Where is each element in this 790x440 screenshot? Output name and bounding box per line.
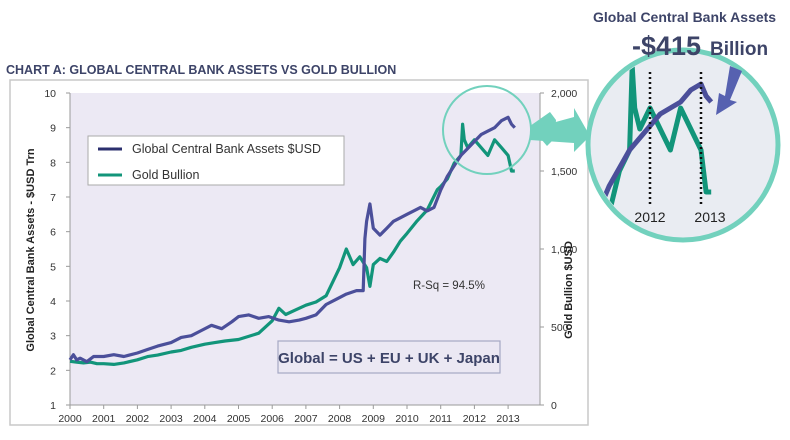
formula-box: Global = US + EU + UK + Japan (277, 340, 501, 374)
callout-amount: -$415 (632, 31, 701, 61)
x-tick-label: 2008 (328, 413, 352, 425)
x-tick-label: 2009 (362, 413, 386, 425)
y-tick-label: 4 (50, 296, 56, 308)
x-tick-label: 2006 (261, 413, 285, 425)
y-tick-label: 3 (50, 331, 56, 343)
y2-axis-label: Gold Bullion $USD (563, 241, 575, 339)
zoom-callout: 2012 2013 (585, 47, 781, 243)
y2-tick-label: 500 (551, 322, 569, 334)
y-tick-label: 10 (44, 88, 56, 100)
x-tick-label: 2012 (463, 413, 487, 425)
zoom-series-layer (591, 63, 714, 237)
x-tick-label: 2002 (126, 413, 150, 425)
formula-text: Global = US + EU + UK + Japan (278, 350, 500, 367)
y2-tick-label: 1,000 (551, 244, 577, 256)
x-tick-label: 2004 (193, 413, 217, 425)
legend-label-gold: Gold Bullion (132, 168, 199, 182)
zoom-line-assets (591, 81, 714, 237)
y2-tick-label: 2,000 (551, 88, 577, 100)
axes: 1 2 3 4 5 6 7 8 9 10 0 500 1,000 1,500 2,000 2000 2001 20… (44, 88, 577, 425)
y-tick-label: 6 (50, 227, 56, 239)
zoom-tick-2012: 2012 (634, 209, 665, 225)
y-tick-label: 2 (50, 365, 56, 377)
y-tick-label: 7 (50, 192, 56, 204)
x-tick-label: 2005 (227, 413, 251, 425)
x-tick-label: 2000 (58, 413, 82, 425)
x-tick-label: 2007 (294, 413, 318, 425)
y-tick-label: 9 (50, 123, 56, 135)
y-tick-label: 8 (50, 157, 56, 169)
callout-unit: Billion (710, 39, 768, 60)
series-line-gold (69, 122, 515, 366)
zoom-tick-2013: 2013 (694, 209, 725, 225)
y2-tick-label: 1,500 (551, 166, 577, 178)
r-squared-annotation: R-Sq = 94.5% (413, 280, 485, 292)
y-axis-label: Global Central Bank Assets - $USD Trn (25, 148, 37, 351)
x-tick-label: 2013 (496, 413, 520, 425)
legend: Global Central Bank Assets $USD Gold Bul… (87, 135, 345, 186)
x-tick-label: 2010 (395, 413, 419, 425)
connector-arrow-icon (530, 108, 590, 152)
legend-label-assets: Global Central Bank Assets $USD (132, 142, 321, 156)
x-tick-label: 2011 (429, 413, 452, 425)
zoom-line-gold (591, 63, 712, 237)
x-tick-label: 2003 (159, 413, 183, 425)
y2-tick-label: 0 (551, 400, 557, 412)
chart-title: CHART A: GLOBAL CENTRAL BANK ASSETS VS G… (6, 63, 396, 77)
zoom-circle (585, 47, 781, 243)
legend-box (87, 135, 345, 186)
y-tick-label: 1 (50, 400, 56, 412)
callout-title: Global Central Bank Assets (593, 9, 776, 25)
pointer-arrow-icon (716, 66, 742, 115)
x-tick-label: 2001 (92, 413, 116, 425)
y-tick-label: 5 (50, 261, 56, 273)
